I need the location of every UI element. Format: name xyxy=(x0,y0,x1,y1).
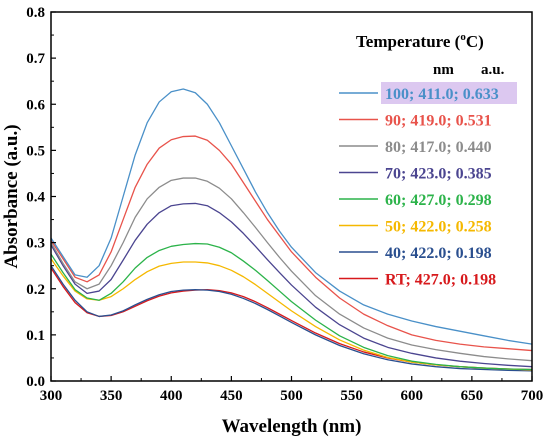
x-tick-label: 700 xyxy=(521,388,544,404)
legend: Temperature (oC) nm a.u. 100; 411.0; 0.6… xyxy=(339,31,517,289)
y-tick-label: 0.4 xyxy=(26,190,45,206)
legend-label: RT; 427.0; 0.198 xyxy=(385,272,496,289)
y-tick-label: 0.2 xyxy=(26,282,45,298)
x-tick-label: 600 xyxy=(401,388,424,404)
legend-entries: 100; 411.0; 0.633 90; 419.0; 0.531 80; 417… xyxy=(339,82,517,289)
y-tick-label: 0.1 xyxy=(26,328,45,344)
x-tick-label: 350 xyxy=(100,388,123,404)
legend-highlight xyxy=(381,82,517,104)
series-line xyxy=(50,88,533,345)
series-line xyxy=(50,258,533,371)
legend-title-main: Temperature ( xyxy=(356,32,461,51)
y-tick-label: 0.3 xyxy=(26,236,45,252)
series-line xyxy=(50,135,533,352)
series-line xyxy=(50,265,533,372)
legend-header-au: a.u. xyxy=(481,62,505,78)
x-axis: 300 350 400 450 500 550 600 650 700 xyxy=(40,376,544,404)
legend-header-nm: nm xyxy=(433,62,454,78)
x-tick-label: 450 xyxy=(220,388,243,404)
legend-label: 70; 423.0; 0.385 xyxy=(385,166,492,183)
y-tick-label: 0.7 xyxy=(26,51,45,67)
x-tick-label: 400 xyxy=(160,388,183,404)
legend-label: 40; 422.0; 0.198 xyxy=(385,245,492,262)
plot-lines xyxy=(50,88,533,372)
legend-label: 80; 417.0; 0.440 xyxy=(385,139,492,156)
legend-label: 90; 419.0; 0.531 xyxy=(385,113,492,130)
x-axis-label: Wavelength (nm) xyxy=(222,416,362,437)
legend-title-end: C) xyxy=(466,32,484,51)
series-line xyxy=(50,202,533,368)
y-axis: 0.0 0.1 0.2 0.3 0.4 0.5 0.6 0.7 0.8 xyxy=(26,5,56,390)
legend-label: 50; 422.0; 0.258 xyxy=(385,219,492,236)
y-tick-label: 0.5 xyxy=(26,143,45,159)
legend-title-superscript: o xyxy=(460,31,466,43)
series-line xyxy=(50,177,533,362)
y-axis-label: Absorbance (a.u.) xyxy=(1,124,22,268)
x-tick-label: 650 xyxy=(461,388,484,404)
series-line xyxy=(50,242,533,371)
legend-label: 100; 411.0; 0.633 xyxy=(385,86,499,103)
y-tick-label: 0.6 xyxy=(26,97,45,113)
x-tick-label: 550 xyxy=(340,388,363,404)
x-tick-label: 500 xyxy=(280,388,303,404)
x-tick-label: 300 xyxy=(40,388,63,404)
y-tick-label: 0.0 xyxy=(26,374,45,390)
legend-title: Temperature (oC) xyxy=(356,31,484,51)
y-tick-label: 0.8 xyxy=(26,5,45,21)
legend-label: 60; 427.0; 0.298 xyxy=(385,192,492,209)
